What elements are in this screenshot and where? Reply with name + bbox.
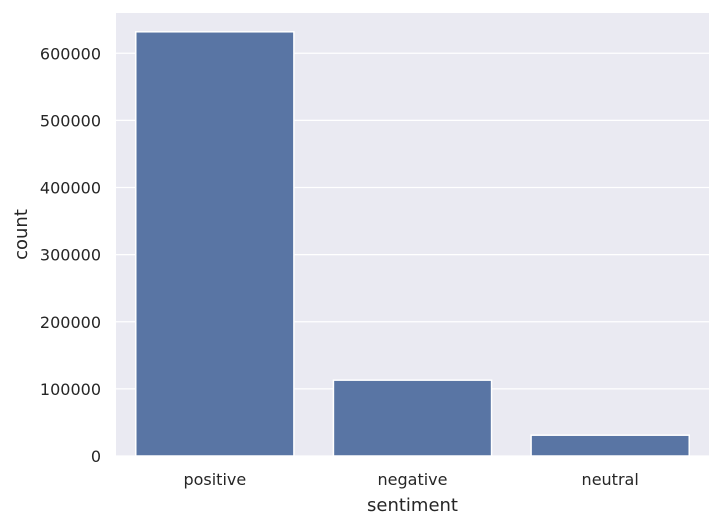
y-tick-label: 200000 xyxy=(40,313,101,332)
bars xyxy=(135,31,690,457)
y-tick-label: 400000 xyxy=(40,179,101,198)
y-tick-label: 0 xyxy=(91,447,101,466)
x-tick-label: neutral xyxy=(582,470,639,489)
y-tick-label: 300000 xyxy=(40,246,101,265)
bar-positive xyxy=(135,31,295,457)
x-tick-labels: positive negative neutral xyxy=(183,470,638,489)
y-tick-label: 500000 xyxy=(40,111,101,130)
bar-negative xyxy=(332,379,493,457)
x-tick-label: negative xyxy=(378,470,448,489)
x-tick-label: positive xyxy=(183,470,246,489)
y-tick-labels: 0 100000 200000 300000 400000 500000 600000 xyxy=(40,44,101,466)
y-tick-label: 100000 xyxy=(40,380,101,399)
y-tick-label: 600000 xyxy=(40,44,101,63)
y-axis-title: count xyxy=(11,209,32,260)
bar-neutral xyxy=(530,434,690,457)
x-axis-title: sentiment xyxy=(367,495,458,516)
